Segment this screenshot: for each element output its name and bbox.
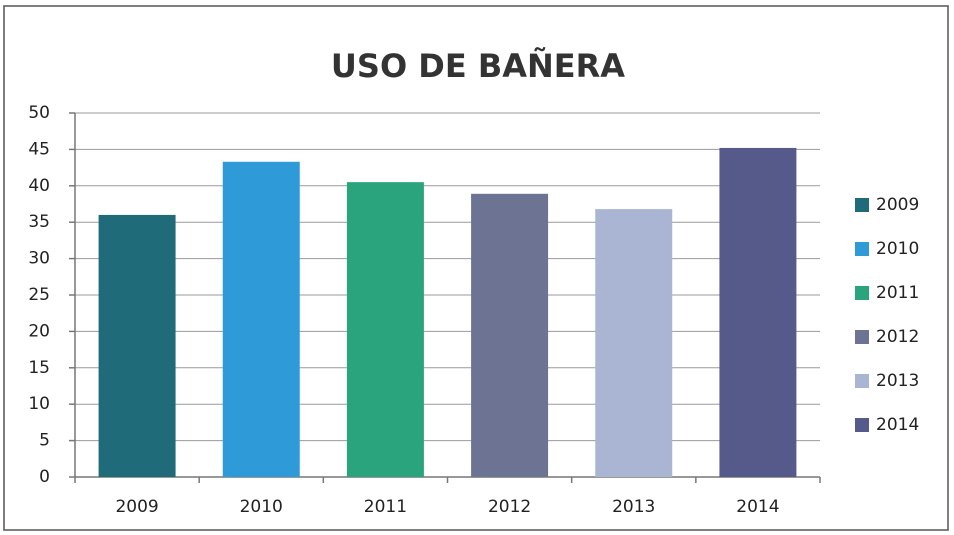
legend-label: 2011 — [876, 283, 919, 303]
y-tick-label: 5 — [39, 431, 50, 451]
x-tick-label: 2011 — [364, 497, 407, 517]
y-tick-label: 50 — [28, 103, 50, 123]
bar — [346, 182, 424, 477]
y-tick-label: 10 — [28, 394, 50, 414]
y-tick-label: 40 — [28, 176, 50, 196]
legend-label: 2013 — [876, 371, 919, 391]
x-tick-label: 2012 — [488, 497, 531, 517]
legend-label: 2012 — [876, 327, 919, 347]
legend-label: 2009 — [876, 195, 919, 215]
y-tick-label: 30 — [28, 249, 50, 269]
legend-swatch — [855, 330, 869, 344]
legend-swatch — [855, 198, 869, 212]
y-tick-label: 35 — [28, 212, 50, 232]
bar — [719, 147, 797, 477]
bar — [98, 214, 176, 478]
chart-title: USO DE BAÑERA — [331, 47, 625, 85]
legend-swatch — [855, 374, 869, 388]
x-tick-label: 2013 — [612, 497, 655, 517]
legend-label: 2010 — [876, 239, 919, 259]
legend-swatch — [855, 286, 869, 300]
bar — [222, 161, 300, 477]
y-tick-label: 20 — [28, 321, 50, 341]
y-tick-label: 25 — [28, 285, 50, 305]
y-tick-label: 45 — [28, 139, 50, 159]
x-tick-label: 2009 — [115, 497, 158, 517]
y-tick-label: 0 — [39, 467, 50, 487]
bar — [595, 209, 673, 477]
y-tick-label: 15 — [28, 358, 50, 378]
bar — [471, 193, 549, 478]
legend-swatch — [855, 418, 869, 432]
x-tick-label: 2014 — [736, 497, 779, 517]
legend-swatch — [855, 242, 869, 256]
x-tick-label: 2010 — [240, 497, 283, 517]
legend-label: 2014 — [876, 415, 919, 435]
